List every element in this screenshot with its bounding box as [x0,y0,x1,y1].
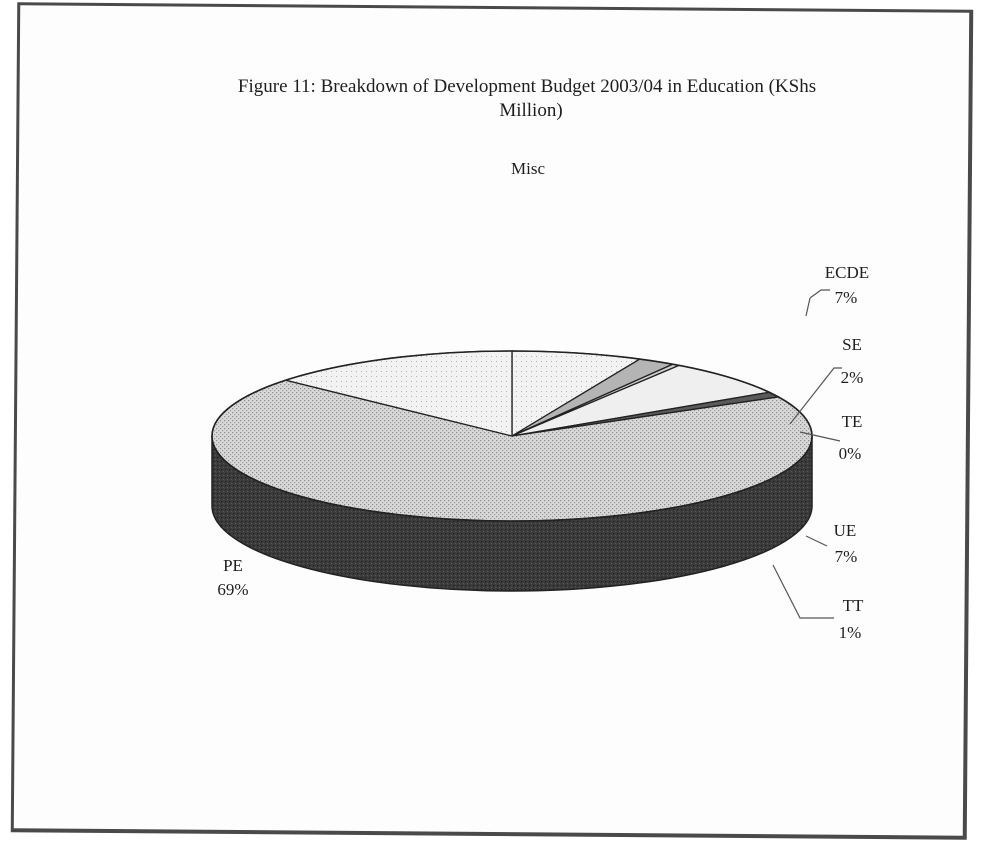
pct-tt: 1% [839,623,862,642]
leader-ecde-tail [805,297,811,317]
leader-se [789,367,842,425]
label-ue: UE [834,521,857,540]
chart-subtitle: Misc [511,159,545,178]
chart-title: Figure 11: Breakdown of Development Budg… [238,76,816,97]
pie-top-outline [211,350,813,522]
pie-group [211,350,813,592]
pct-se: 2% [841,368,864,387]
label-se: SE [842,335,862,354]
leader-tt [772,564,834,619]
pct-te: 0% [839,444,862,463]
label-te: TE [842,412,863,431]
leader-ue [805,535,828,547]
label-tt: TT [843,596,864,615]
pct-ue: 7% [835,547,858,566]
label-ecde: ECDE [825,263,869,282]
pct-ecde: 7% [835,288,858,307]
leader-te [799,431,841,442]
chart-title-line2: Million) [499,100,562,121]
label-pe: PE [223,556,243,575]
leader-ecde [809,289,830,299]
pct-pe: 69% [217,580,248,599]
